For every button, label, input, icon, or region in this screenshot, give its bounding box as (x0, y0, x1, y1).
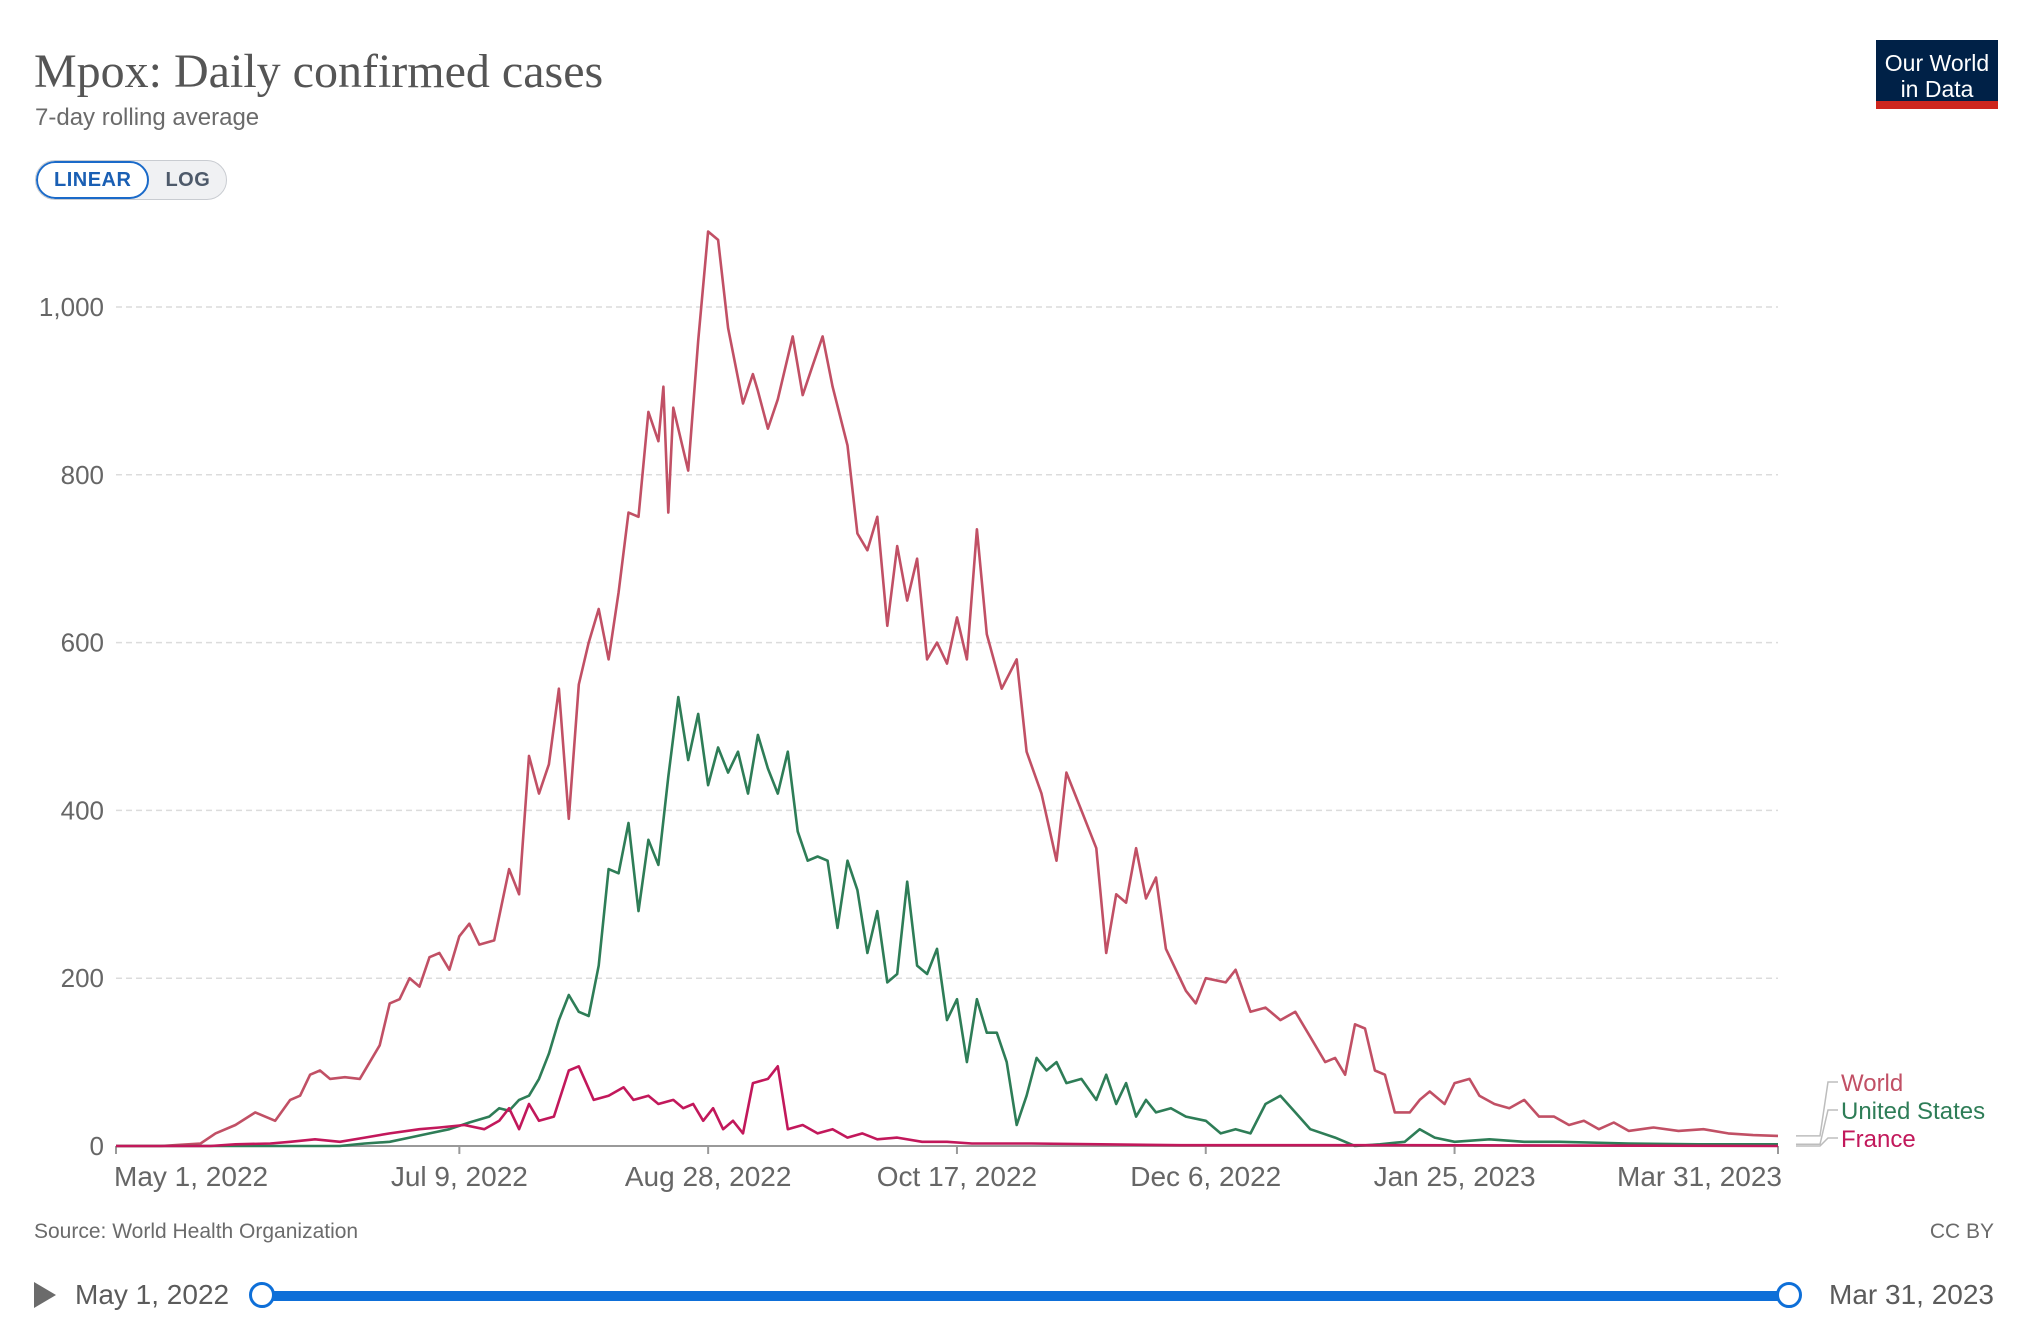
timeline-start-label: May 1, 2022 (75, 1279, 230, 1310)
timeline-end-label: Mar 31, 2023 (1829, 1279, 1994, 1310)
scale-toggle: LINEAR LOG (35, 160, 228, 200)
x-tick-label: Jan 25, 2023 (1374, 1161, 1536, 1192)
series-line-united-states (116, 695, 1778, 1148)
timeline-end-handle[interactable] (1776, 1282, 1802, 1308)
timeline-track[interactable] (261, 1291, 1789, 1301)
x-tick-label: Oct 17, 2022 (877, 1161, 1037, 1192)
linear-scale-button[interactable]: LINEAR (36, 161, 150, 199)
source-note: Source: World Health Organization (34, 1220, 359, 1243)
logo-line-1: Our World (1884, 50, 1990, 76)
y-tick-label: 0 (90, 1131, 104, 1161)
legend-label-united-states[interactable]: United States (1841, 1098, 1985, 1125)
x-tick-label: Aug 28, 2022 (625, 1161, 792, 1192)
axes: 0 200 400 600 800 1,000 May 1, 2022 Jul 9, 2022… (39, 292, 1782, 1192)
logo-line-2: in Data (1900, 76, 1974, 102)
x-tick-label: May 1, 2022 (114, 1161, 268, 1192)
grid-lines (116, 306, 1778, 979)
y-tick-label: 200 (61, 963, 104, 993)
line-chart: 0 200 400 600 800 1,000 May 1, 2022 Jul 9, 2022… (39, 230, 1985, 1192)
y-tick-label: 600 (61, 628, 104, 658)
y-tick-label: 400 (61, 795, 104, 825)
x-tick-label: Mar 31, 2023 (1617, 1161, 1782, 1192)
x-tick-label: Dec 6, 2022 (1130, 1161, 1281, 1192)
x-tick-label: Jul 9, 2022 (391, 1161, 528, 1192)
chart-subtitle: 7-day rolling average (35, 104, 260, 131)
legend-connector-france (1796, 1137, 1838, 1147)
series-line-world (116, 230, 1779, 1148)
legend-connector-world (1796, 1081, 1838, 1137)
y-tick-label: 800 (61, 460, 104, 490)
timeline: May 1, 2022 Mar 31, 2023 (10, 1272, 2018, 1318)
play-icon[interactable] (34, 1282, 56, 1308)
chart-frame: Mpox: Daily confirmed cases 7-day rollin… (10, 10, 2018, 1310)
legend-label-france[interactable]: France (1841, 1126, 1916, 1153)
series-lines (116, 230, 1779, 1148)
owid-logo[interactable]: Our World in Data (1876, 40, 1998, 109)
legend-connector-united-states (1796, 1109, 1838, 1146)
license-link[interactable]: CC BY (1929, 1220, 1994, 1243)
log-scale-button[interactable]: LOG (165, 168, 211, 191)
chart-title: Mpox: Daily confirmed cases (34, 45, 604, 98)
y-tick-label: 1,000 (39, 292, 104, 322)
series-line-france (116, 1065, 1779, 1148)
timeline-start-handle[interactable] (249, 1282, 275, 1308)
legend-label-world[interactable]: World (1841, 1070, 1903, 1097)
logo-accent-bar (1876, 101, 1998, 109)
